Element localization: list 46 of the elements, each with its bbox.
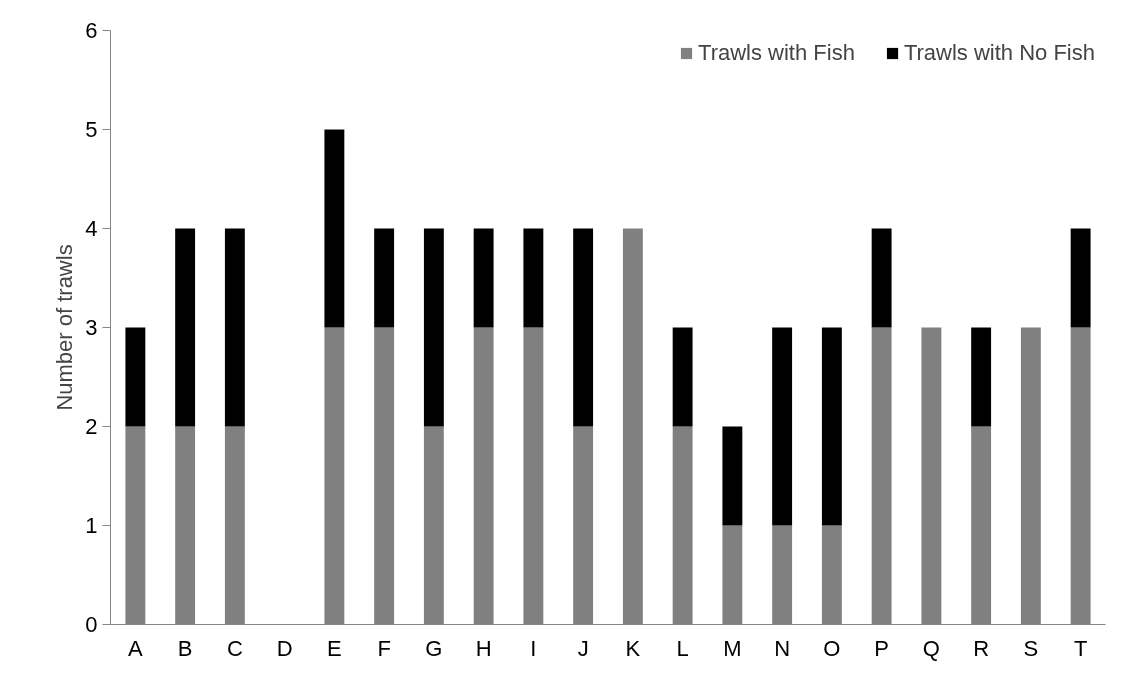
x-tick-label: N (774, 635, 791, 661)
x-tick-label: S (1023, 635, 1039, 661)
bar (722, 426, 743, 526)
bar (473, 228, 494, 328)
y-axis-title: Number of trawls (52, 244, 78, 411)
x-tick-label: C (226, 635, 243, 661)
y-tick-label: 2 (85, 414, 98, 439)
y-tick-label: 5 (85, 117, 98, 142)
x-tick-label: A (128, 635, 144, 661)
x-tick-label: D (276, 635, 293, 661)
x-tick-label: G (425, 635, 443, 661)
legend-label: Trawls with No Fish (903, 40, 1095, 66)
x-tick-label: H (475, 635, 492, 661)
x-tick-label: K (625, 635, 641, 661)
bar (324, 129, 345, 328)
y-tick-label: 0 (85, 612, 98, 637)
bar (971, 327, 992, 427)
bar (224, 228, 245, 427)
x-tick-label: E (327, 635, 342, 661)
bar (573, 228, 594, 427)
y-tick-label: 4 (85, 216, 98, 241)
y-tick-label: 1 (85, 513, 98, 538)
bar (523, 228, 544, 328)
x-tick-label: T (1073, 635, 1088, 661)
x-tick-label: L (676, 635, 689, 661)
x-tick-label: B (177, 635, 193, 661)
bar (374, 228, 395, 328)
x-tick-label: Q (922, 635, 940, 661)
bar (175, 228, 196, 427)
bar (821, 327, 842, 526)
x-tick-label: R (973, 635, 990, 661)
bar (772, 327, 793, 526)
y-tick-label: 6 (85, 18, 98, 43)
x-tick-label: J (577, 635, 589, 661)
bar (125, 327, 146, 427)
x-tick-label: I (530, 635, 537, 661)
legend-label: Trawls with Fish (698, 40, 855, 66)
bar (672, 327, 693, 427)
bar (423, 228, 444, 427)
y-tick-label: 3 (85, 315, 98, 340)
bar (1070, 228, 1091, 328)
bar (871, 228, 892, 328)
x-tick-label: P (874, 635, 889, 661)
x-tick-label: F (377, 635, 391, 661)
x-tick-label: M (723, 635, 742, 661)
x-tick-label: O (823, 635, 841, 661)
